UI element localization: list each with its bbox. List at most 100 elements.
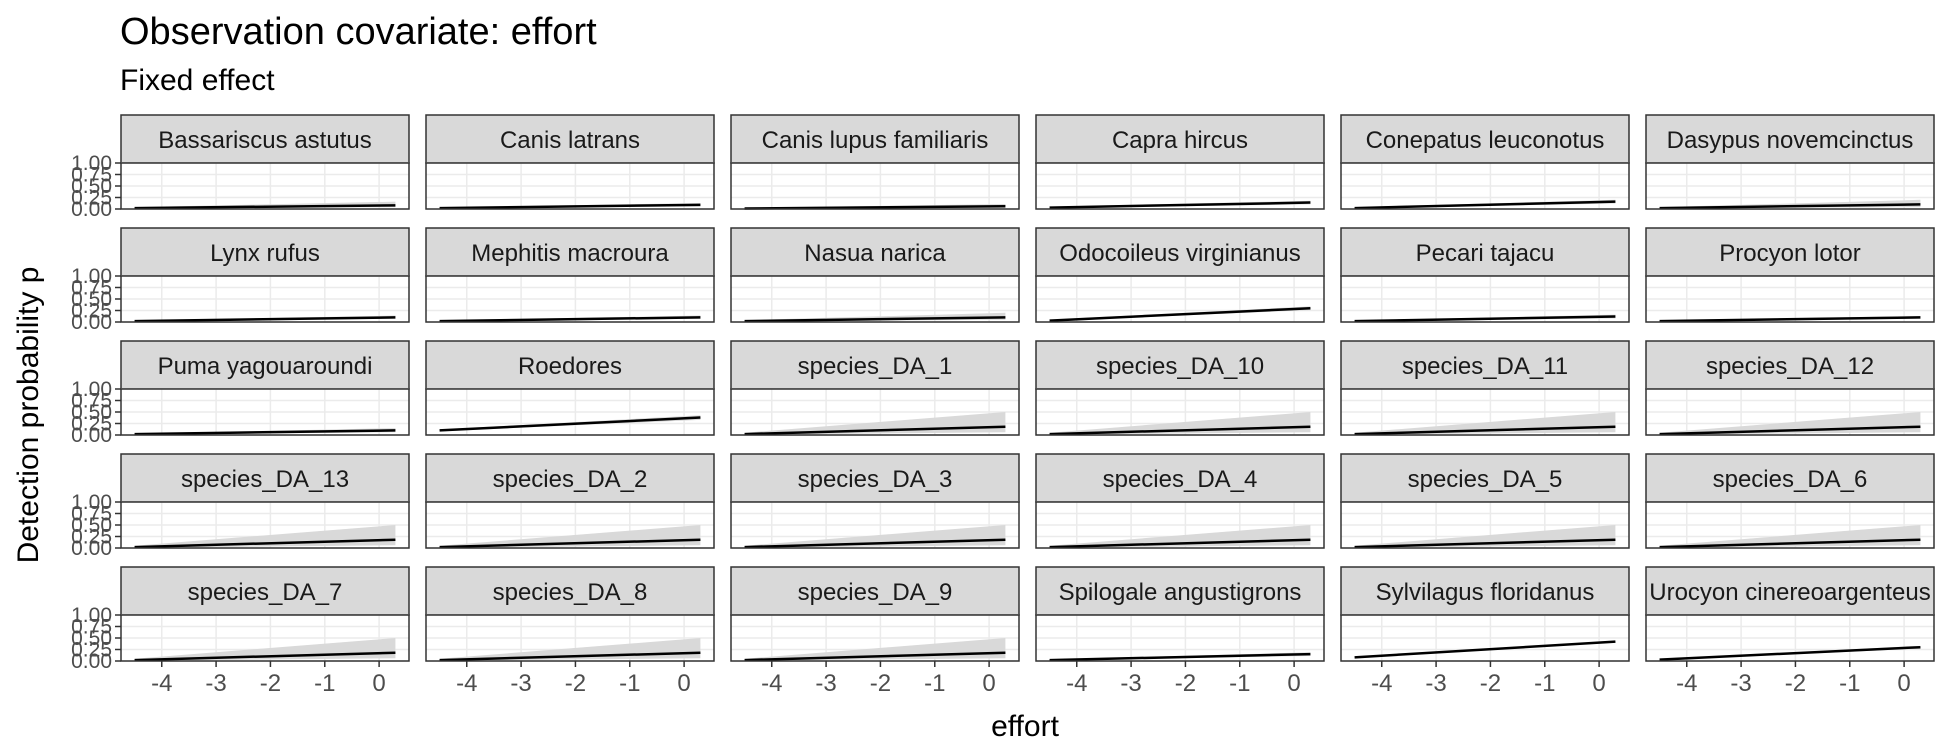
y-tick-label: 0.50 — [71, 288, 112, 311]
facet-strip-label: species_DA_10 — [1096, 353, 1264, 380]
facet-panel: species_DA_6 — [1645, 453, 1935, 549]
series-line — [439, 316, 701, 323]
x-tick-label: -2 — [565, 670, 586, 697]
facet-strip — [1645, 566, 1935, 616]
y-tick-label: 0.25 — [71, 526, 112, 549]
x-axis-title: effort — [991, 710, 1059, 743]
facet-strip — [120, 566, 410, 616]
x-tick-label: -2 — [1175, 670, 1196, 697]
x-tick-label: -3 — [205, 670, 226, 697]
series-line — [1354, 640, 1616, 659]
facet-panel: species_DA_3 — [730, 453, 1020, 549]
y-tick-label: 0.00 — [71, 311, 112, 334]
y-tick-label: 0.25 — [71, 413, 112, 436]
panel-border — [1340, 275, 1630, 323]
facet-panel: species_DA_12 — [1645, 340, 1935, 436]
facet-strip-label: Canis latrans — [500, 127, 640, 154]
panel-border — [1035, 501, 1325, 549]
series-line — [439, 538, 701, 549]
series-line — [1659, 538, 1921, 549]
x-tick-label: -4 — [1066, 670, 1087, 697]
series-line — [134, 204, 396, 210]
facet-strip-label: Odocoileus virginianus — [1059, 240, 1300, 267]
facet-panel: Urocyon cinereoargenteus -4 -3 -2 -1 0 — [1645, 566, 1935, 697]
chart-subtitle: Fixed effect — [120, 64, 275, 97]
facet-strip-label: species_DA_2 — [493, 466, 648, 493]
x-tick-label: 0 — [982, 670, 995, 697]
facet-strip-label: Lynx rufus — [210, 240, 320, 267]
x-tick-label: 0 — [1592, 670, 1605, 697]
series-line — [134, 429, 396, 436]
facet-strip-label: Capra hircus — [1112, 127, 1248, 154]
facet-strip — [1340, 114, 1630, 164]
facet-strip — [1035, 340, 1325, 390]
facet-strip — [1340, 566, 1630, 616]
y-tick-label: 0.00 — [71, 198, 112, 221]
x-tick-label: -4 — [761, 670, 782, 697]
panel-border — [730, 275, 1020, 323]
facet-strip — [120, 114, 410, 164]
x-tick-label: -3 — [1730, 670, 1751, 697]
panel-border — [425, 162, 715, 210]
series-line — [1659, 203, 1921, 210]
y-tick-label: 0.00 — [71, 650, 112, 673]
series-line — [744, 316, 1006, 323]
facet-strip-label: Conepatus leuconotus — [1366, 127, 1605, 154]
panel-border — [1645, 162, 1935, 210]
facet-panel: Puma yagouaroundi 0.000.250.500.751.00 — [71, 340, 410, 447]
series-line — [134, 651, 396, 662]
panel-border — [425, 614, 715, 662]
series-line — [439, 203, 701, 210]
series-line — [744, 538, 1006, 549]
panel-border — [425, 388, 715, 436]
y-tick-label: 0.25 — [71, 300, 112, 323]
facet-strip — [730, 227, 1020, 277]
y-tick-label: 1.00 — [71, 378, 112, 401]
series-line — [1049, 652, 1311, 662]
series-line — [1659, 316, 1921, 323]
x-tick-label: -3 — [510, 670, 531, 697]
series-line — [1049, 425, 1311, 436]
y-tick-label: 0.50 — [71, 401, 112, 424]
facet-strip — [425, 453, 715, 503]
facet-panel: species_DA_2 — [425, 453, 715, 549]
facet-strip — [1340, 340, 1630, 390]
x-tick-label: -2 — [870, 670, 891, 697]
panel-border — [730, 614, 1020, 662]
facet-panel: Roedores — [425, 340, 715, 436]
panel-border — [1035, 275, 1325, 323]
facet-strip-label: Procyon lotor — [1719, 240, 1860, 267]
x-tick-label: -4 — [456, 670, 477, 697]
facet-panel: Spilogale angustigrons -4 -3 -2 -1 0 — [1035, 566, 1325, 697]
series-line — [1354, 200, 1616, 210]
facet-strip — [730, 566, 1020, 616]
facet-strip-label: Mephitis macroura — [471, 240, 669, 267]
facet-panel: species_DA_7 0.000.250.500.751.00 -4 -3 -2 -1… — [71, 566, 410, 697]
facet-panel: Bassariscus astutus 0.000.250.500.751.00 — [71, 114, 410, 221]
series-line — [134, 538, 396, 549]
facet-strip-label: Pecari tajacu — [1416, 240, 1555, 267]
x-tick-label: -1 — [924, 670, 945, 697]
facet-panel: Dasypus novemcinctus — [1645, 114, 1935, 210]
panel-border — [730, 162, 1020, 210]
panel-border — [1035, 388, 1325, 436]
panel-border — [425, 501, 715, 549]
x-tick-label: -1 — [1839, 670, 1860, 697]
facet-strip-label: Sylvilagus floridanus — [1376, 579, 1595, 606]
panel-border — [1645, 614, 1935, 662]
x-tick-label: -2 — [1785, 670, 1806, 697]
series-line — [1354, 315, 1616, 323]
facet-strip-label: Roedores — [518, 353, 622, 380]
facet-strip-label: species_DA_4 — [1103, 466, 1258, 493]
y-tick-label: 0.25 — [71, 639, 112, 662]
facet-strip-label: species_DA_12 — [1706, 353, 1874, 380]
x-tick-label: -4 — [1676, 670, 1697, 697]
facet-panel: Capra hircus — [1035, 114, 1325, 210]
x-tick-label: -1 — [314, 670, 335, 697]
series-line — [1049, 538, 1311, 549]
y-tick-label: 0.50 — [71, 627, 112, 650]
facet-strip-label: Puma yagouaroundi — [158, 353, 373, 380]
facet-strip-label: species_DA_6 — [1713, 466, 1868, 493]
facet-strip — [1340, 453, 1630, 503]
